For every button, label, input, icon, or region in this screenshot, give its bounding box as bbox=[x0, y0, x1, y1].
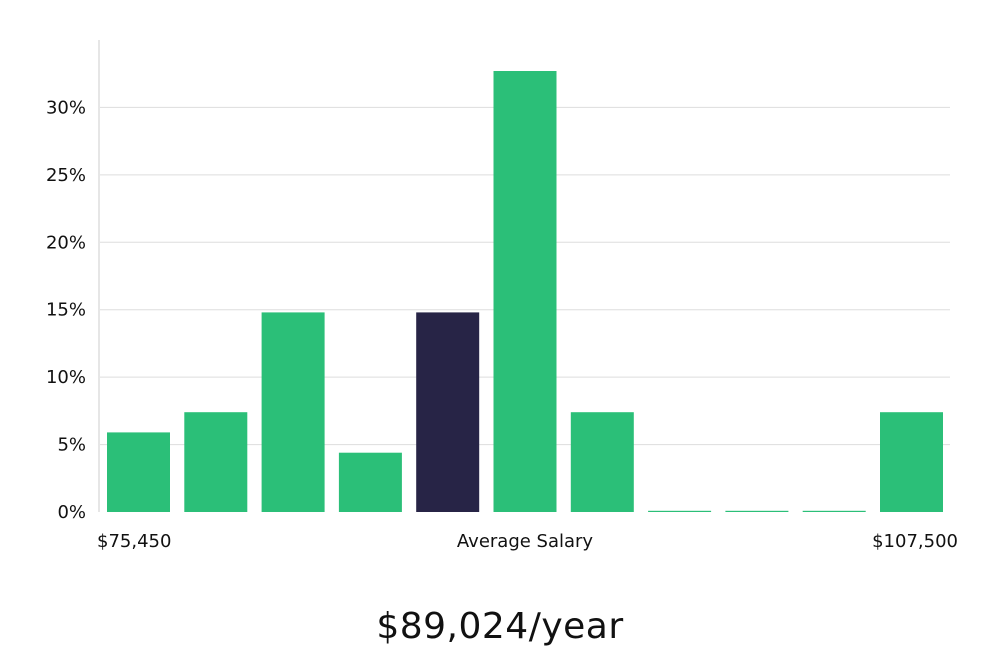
bar bbox=[570, 412, 634, 512]
x-label-center: Average Salary bbox=[457, 531, 594, 552]
bar bbox=[107, 432, 170, 512]
y-tick-label: 15% bbox=[46, 300, 86, 321]
bar bbox=[802, 510, 866, 512]
bar bbox=[261, 312, 325, 512]
average-salary: $89,024/year bbox=[376, 606, 624, 647]
x-label-min: $75,450 bbox=[97, 531, 171, 552]
y-tick-label: 10% bbox=[46, 367, 86, 388]
y-tick-label: 20% bbox=[46, 232, 86, 253]
bar-highlight bbox=[416, 312, 480, 512]
bar bbox=[648, 510, 712, 512]
bar bbox=[493, 71, 557, 512]
bar bbox=[725, 510, 789, 512]
y-tick-label: 25% bbox=[46, 165, 86, 186]
bars bbox=[107, 71, 943, 512]
y-tick-label: 0% bbox=[57, 502, 86, 523]
bar bbox=[338, 452, 402, 512]
bar bbox=[880, 412, 943, 512]
bar bbox=[184, 412, 248, 512]
y-tick-label: 5% bbox=[57, 435, 86, 456]
y-axis-ticks: 0% 5% 10% 15% 20% 25% 30% bbox=[46, 97, 86, 523]
y-tick-label: 30% bbox=[46, 97, 86, 118]
salary-histogram: 0% 5% 10% 15% 20% 25% 30% $75,450 Average Sala… bbox=[46, 40, 958, 552]
x-label-max: $107,500 bbox=[872, 531, 958, 552]
